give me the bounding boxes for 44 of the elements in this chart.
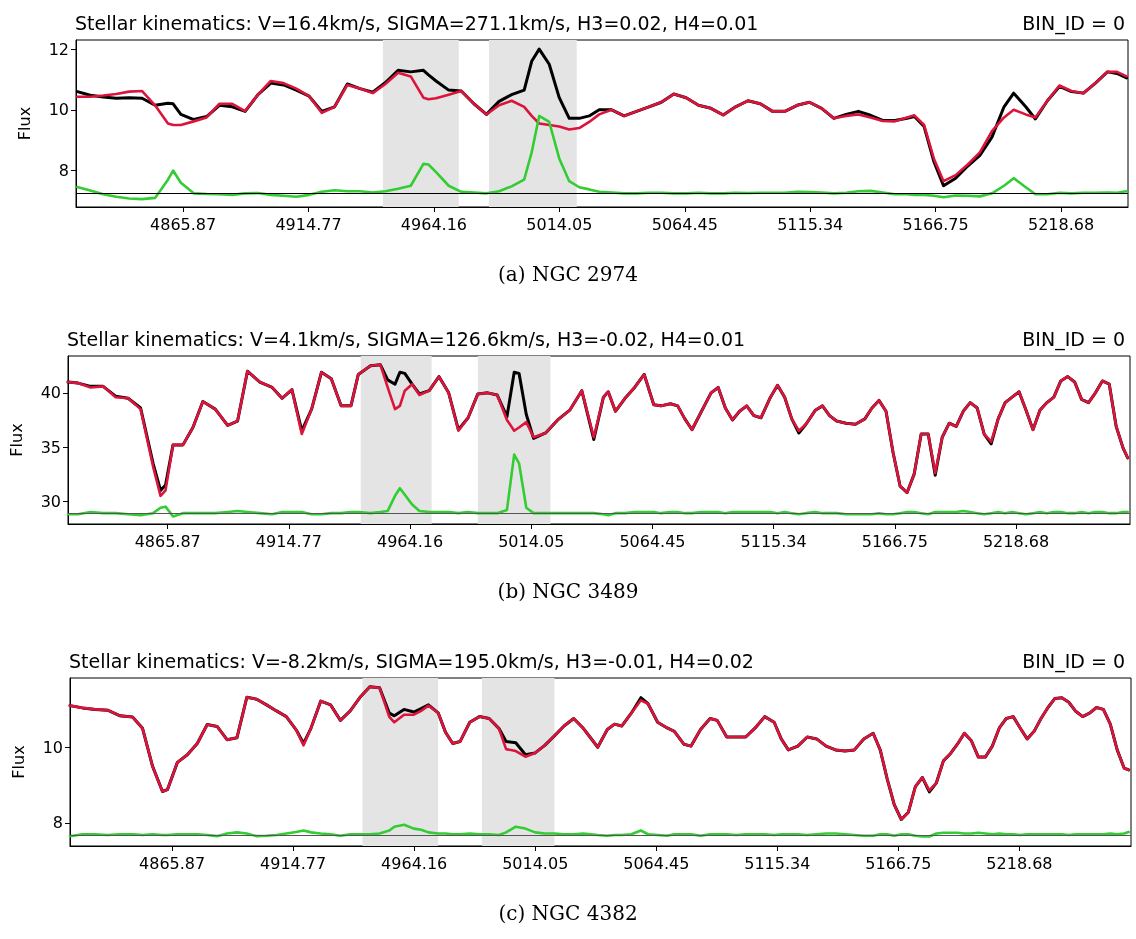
x-tick-label: 4964.16 bbox=[381, 853, 448, 873]
x-tick-label: 5064.45 bbox=[623, 853, 690, 873]
x-tick-label: 5166.75 bbox=[902, 214, 969, 234]
text: (b) NGC 3489 bbox=[497, 579, 639, 603]
chart-title: Stellar kinematics: V=-8.2km/s, SIGMA=195.0km/s, H3=-0.01, H4=0.02 bbox=[69, 649, 754, 672]
chart-title: Stellar kinematics: V=4.1km/s, SIGMA=126.6km/s, H3=-0.02, H4=0.01 bbox=[67, 327, 746, 350]
y-tick-label: 10 bbox=[42, 737, 63, 757]
x-tick-label: 4914.77 bbox=[255, 531, 322, 551]
chart-title: Stellar kinematics: V=16.4km/s, SIGMA=271.1km/s, H3=0.02, H4=0.01 bbox=[75, 11, 759, 34]
y-tick-label: 35 bbox=[40, 437, 61, 457]
x-tick-label: 4865.87 bbox=[150, 214, 217, 234]
y-axis-title: Flux bbox=[6, 423, 26, 457]
y-tick-label: 8 bbox=[52, 813, 63, 833]
x-tick-label: 4865.87 bbox=[139, 853, 206, 873]
text: BIN_ID = 0 bbox=[1022, 649, 1126, 673]
x-tick-label: 5115.34 bbox=[777, 214, 844, 234]
text: BIN_ID = 0 bbox=[1022, 327, 1126, 351]
y-tick-label: 10 bbox=[48, 100, 69, 120]
y-axis-title: Flux bbox=[14, 106, 34, 141]
x-tick-label: 5166.75 bbox=[861, 531, 928, 551]
x-tick-label: 5014.05 bbox=[526, 214, 593, 234]
x-tick-label: 4964.16 bbox=[376, 531, 444, 551]
text: BIN_ID = 0 bbox=[1022, 11, 1126, 35]
text: (c) NGC 4382 bbox=[498, 901, 638, 925]
x-tick-label: 5014.05 bbox=[498, 531, 565, 551]
x-tick-label: 4865.87 bbox=[134, 531, 201, 551]
x-tick-label: 5115.34 bbox=[744, 853, 811, 873]
x-tick-label: 5064.45 bbox=[651, 214, 718, 234]
y-tick-label: 12 bbox=[48, 39, 69, 59]
x-tick-label: 4964.16 bbox=[400, 214, 468, 234]
y-tick-label: 40 bbox=[40, 383, 61, 403]
y-tick-label: 8 bbox=[58, 161, 69, 181]
y-axis-title: Flux bbox=[8, 745, 28, 779]
text: (a) NGC 2974 bbox=[498, 262, 638, 286]
x-tick-label: 5166.75 bbox=[865, 853, 932, 873]
x-tick-label: 5218.68 bbox=[1027, 214, 1095, 234]
y-tick-label: 30 bbox=[40, 491, 61, 511]
x-tick-label: 5064.45 bbox=[619, 531, 686, 551]
x-tick-label: 5218.68 bbox=[986, 853, 1053, 873]
x-tick-label: 4914.77 bbox=[260, 853, 327, 873]
x-tick-label: 5115.34 bbox=[740, 531, 807, 551]
x-tick-label: 5014.05 bbox=[502, 853, 569, 873]
x-tick-label: 4914.77 bbox=[275, 214, 342, 234]
x-tick-label: 5218.68 bbox=[982, 531, 1050, 551]
